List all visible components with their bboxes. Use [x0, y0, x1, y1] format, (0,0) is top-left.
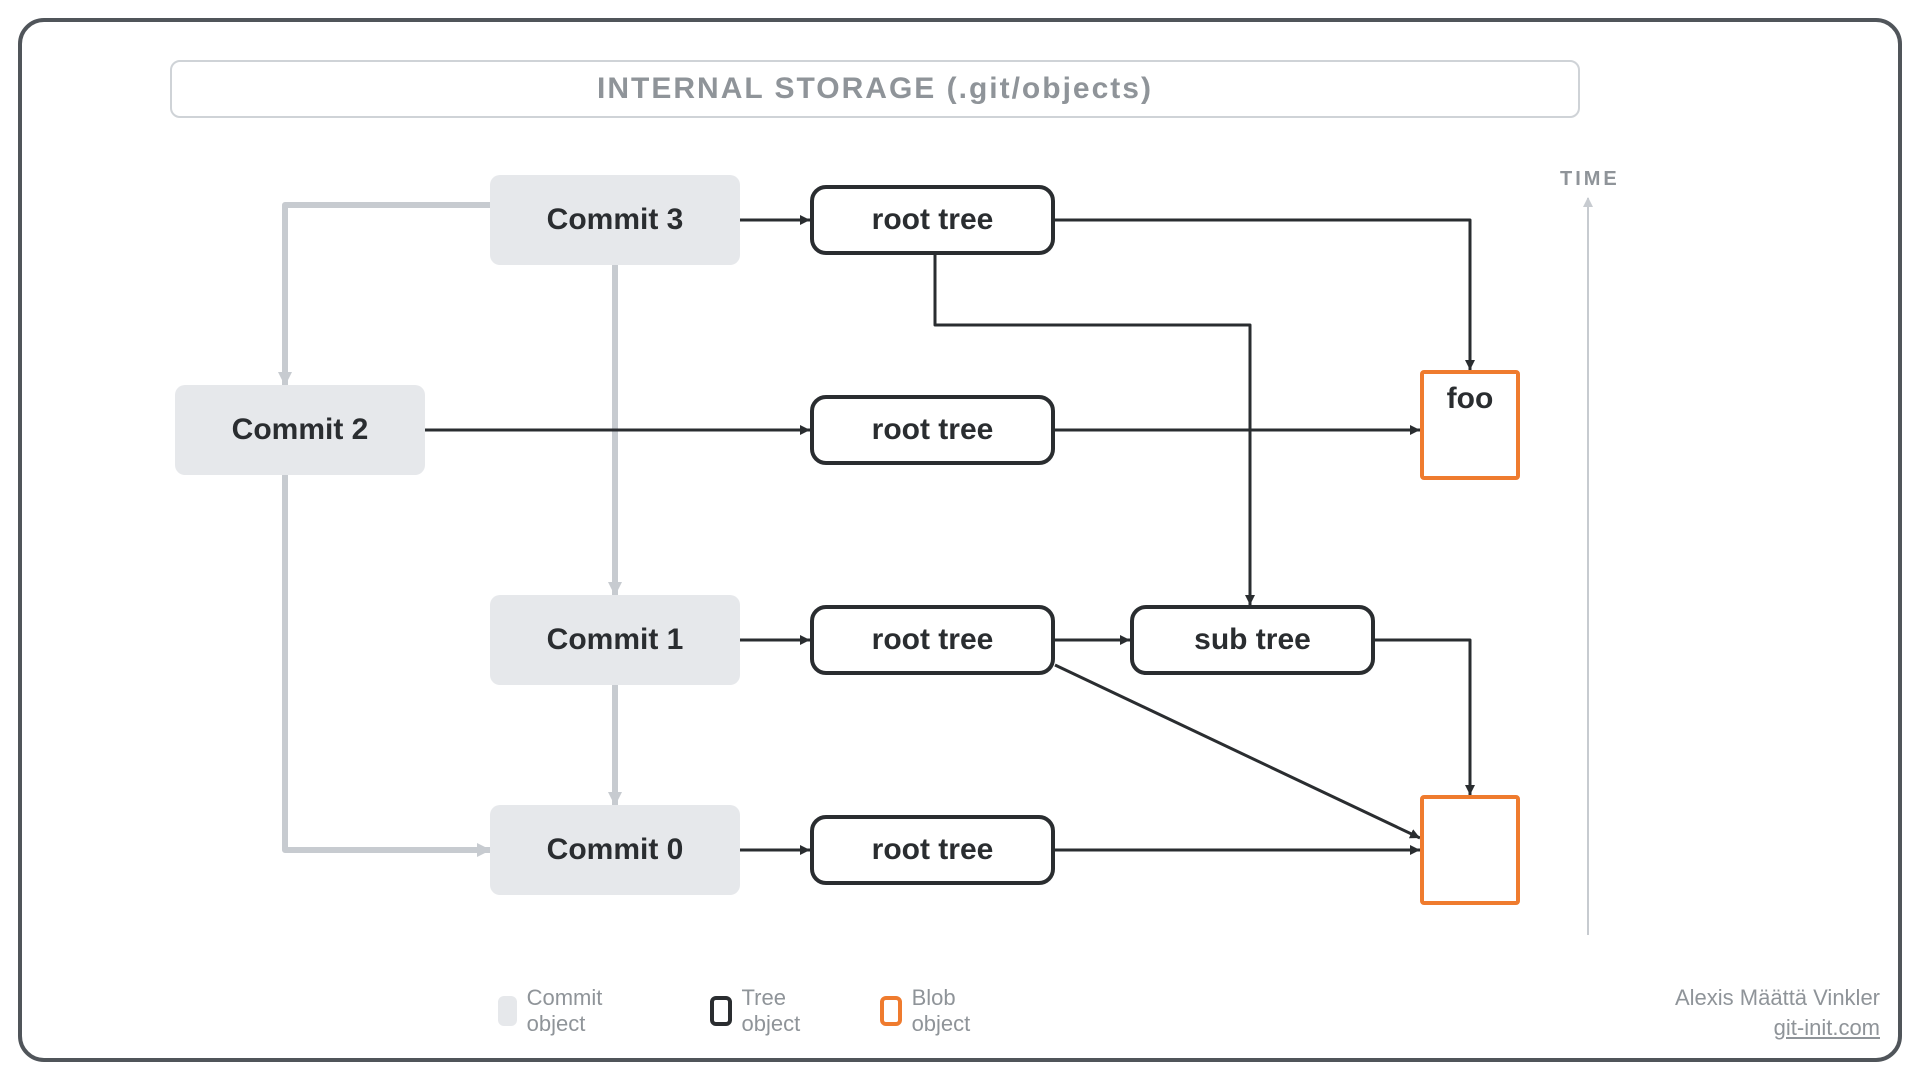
- edge-3: [285, 475, 490, 850]
- legend-swatch-blob: [880, 996, 902, 1026]
- commit3-label: Commit 3: [547, 203, 684, 237]
- attribution-link: git-init.com: [1675, 1015, 1880, 1041]
- legend-swatch-commit: [498, 996, 517, 1026]
- legend-item-blob: Blob object: [880, 985, 979, 1037]
- attribution-name: Alexis Määttä Vinkler: [1675, 985, 1880, 1011]
- commit2-label: Commit 2: [232, 413, 369, 447]
- rtree2: root tree: [810, 395, 1055, 465]
- legend-label-commit: Commit object: [527, 985, 614, 1037]
- edge-13: [1055, 665, 1420, 838]
- commit2: Commit 2: [175, 385, 425, 475]
- subtree-label: sub tree: [1194, 623, 1311, 657]
- foo: foo: [1420, 370, 1520, 480]
- commit1-label: Commit 1: [547, 623, 684, 657]
- rtree2-label: root tree: [872, 413, 994, 447]
- edge-12: [1375, 640, 1470, 795]
- edges-layer: [0, 0, 1920, 1080]
- attribution: Alexis Määttä Vinkler git-init.com: [1675, 985, 1880, 1041]
- blob0: [1420, 795, 1520, 905]
- rtree1-label: root tree: [872, 623, 994, 657]
- subtree: sub tree: [1130, 605, 1375, 675]
- foo-label: foo: [1447, 382, 1494, 416]
- edge-8: [1055, 220, 1470, 370]
- rtree0: root tree: [810, 815, 1055, 885]
- rtree3-label: root tree: [872, 203, 994, 237]
- commit1: Commit 1: [490, 595, 740, 685]
- legend-label-blob: Blob object: [912, 985, 979, 1037]
- legend-swatch-tree: [710, 996, 732, 1026]
- legend-item-tree: Tree object: [710, 985, 809, 1037]
- commit3: Commit 3: [490, 175, 740, 265]
- rtree0-label: root tree: [872, 833, 994, 867]
- commit0: Commit 0: [490, 805, 740, 895]
- edge-0: [285, 205, 490, 385]
- time-label: TIME: [1560, 168, 1620, 191]
- rtree1: root tree: [810, 605, 1055, 675]
- legend-label-tree: Tree object: [742, 985, 809, 1037]
- legend-item-commit: Commit object: [498, 985, 614, 1037]
- commit0-label: Commit 0: [547, 833, 684, 867]
- rtree3: root tree: [810, 185, 1055, 255]
